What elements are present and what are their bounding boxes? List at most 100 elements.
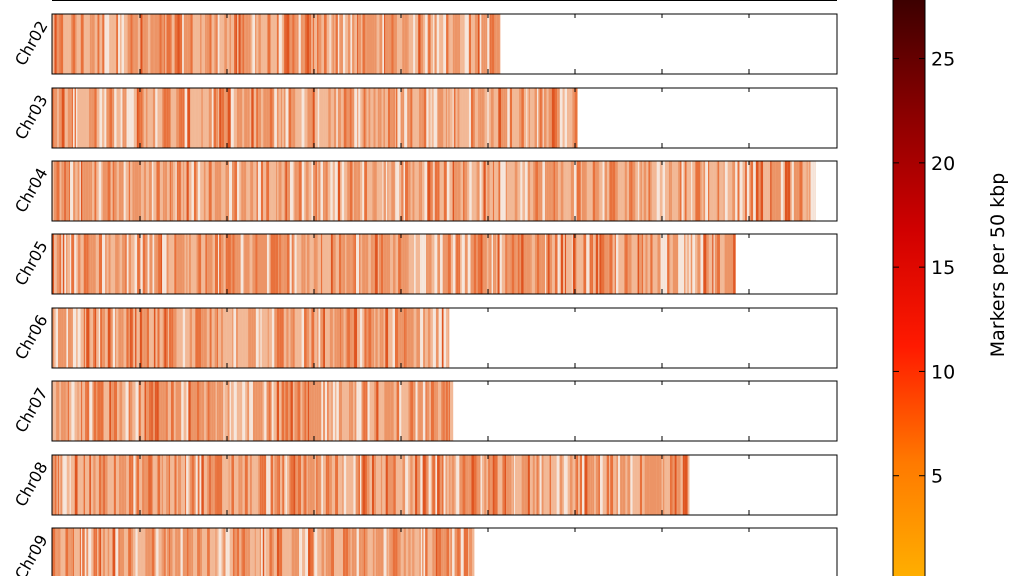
- density-stripe: [452, 161, 455, 221]
- density-stripe: [285, 381, 289, 441]
- density-stripe: [395, 234, 399, 294]
- density-stripe: [83, 14, 86, 74]
- density-stripe: [368, 88, 371, 148]
- density-stripe: [291, 88, 293, 148]
- density-stripe: [462, 455, 466, 515]
- density-stripe: [275, 234, 279, 294]
- density-stripe: [534, 88, 537, 148]
- density-stripe: [339, 455, 343, 515]
- density-stripe: [63, 381, 66, 441]
- density-stripe: [153, 14, 155, 74]
- density-stripe: [175, 161, 177, 221]
- density-stripe: [533, 161, 536, 221]
- density-stripe: [140, 14, 143, 74]
- density-stripe: [90, 455, 94, 515]
- density-stripe: [637, 234, 640, 294]
- density-stripe: [626, 161, 630, 221]
- density-stripe: [420, 161, 423, 221]
- density-stripe: [68, 161, 71, 221]
- density-stripe: [602, 161, 605, 221]
- density-stripe: [697, 234, 701, 294]
- density-stripe: [128, 161, 131, 221]
- density-stripe: [489, 161, 493, 221]
- density-stripe: [278, 161, 282, 221]
- density-stripe: [586, 161, 589, 221]
- density-stripe: [157, 88, 160, 148]
- density-stripe: [383, 528, 387, 576]
- density-stripe: [373, 161, 377, 221]
- density-stripe: [274, 455, 278, 515]
- density-stripe: [125, 14, 128, 74]
- density-stripe: [460, 528, 464, 576]
- density-stripe: [492, 161, 495, 221]
- density-stripe: [499, 14, 501, 74]
- density-stripe: [330, 161, 333, 221]
- density-stripe: [70, 88, 72, 148]
- density-stripe: [332, 234, 336, 294]
- density-stripe: [296, 161, 298, 221]
- density-stripe: [188, 234, 191, 294]
- density-stripe: [700, 161, 702, 221]
- density-stripe: [274, 308, 277, 368]
- density-stripe: [304, 455, 307, 515]
- density-stripe: [562, 455, 565, 515]
- density-stripe: [431, 88, 434, 148]
- density-stripe: [471, 14, 474, 74]
- density-stripe: [67, 88, 71, 148]
- density-stripe: [141, 308, 144, 368]
- density-stripe: [227, 88, 231, 148]
- density-stripe: [438, 308, 442, 368]
- density-stripe: [58, 88, 62, 148]
- density-stripe: [661, 455, 663, 515]
- density-stripe: [567, 161, 571, 221]
- density-stripe: [369, 161, 373, 221]
- density-stripe: [461, 14, 463, 74]
- density-stripe: [266, 161, 270, 221]
- density-stripe: [177, 234, 180, 294]
- density-stripe: [438, 88, 441, 148]
- density-stripe: [148, 455, 150, 515]
- density-stripe: [111, 381, 114, 441]
- density-stripe: [229, 308, 233, 368]
- density-stripe: [689, 234, 691, 294]
- density-stripe: [425, 308, 428, 368]
- density-stripe: [296, 234, 300, 294]
- density-stripe: [153, 161, 157, 221]
- density-stripe: [517, 234, 520, 294]
- density-stripe: [625, 234, 628, 294]
- density-stripe: [147, 528, 151, 576]
- density-stripe: [528, 234, 531, 294]
- density-stripe: [185, 308, 189, 368]
- density-stripe: [534, 455, 537, 515]
- density-stripe: [360, 308, 363, 368]
- density-stripe: [102, 14, 105, 74]
- density-stripe: [174, 234, 177, 294]
- density-stripe: [83, 528, 85, 576]
- density-stripe: [218, 308, 221, 368]
- density-stripe: [110, 528, 113, 576]
- density-stripe: [398, 455, 402, 515]
- density-stripe: [451, 381, 454, 441]
- density-stripe: [138, 381, 141, 441]
- density-stripe: [180, 88, 183, 148]
- density-stripe: [258, 14, 261, 74]
- density-stripe: [64, 308, 67, 368]
- density-stripe: [338, 455, 340, 515]
- density-stripe: [613, 455, 617, 515]
- density-stripe: [242, 88, 245, 148]
- density-stripe: [176, 455, 178, 515]
- density-stripe: [307, 455, 310, 515]
- density-stripe: [439, 161, 443, 221]
- density-stripe: [485, 14, 488, 74]
- density-stripe: [388, 14, 392, 74]
- density-stripe: [192, 308, 196, 368]
- colorbar-label: Markers per 50 kbp: [987, 173, 1009, 358]
- density-stripe: [329, 455, 332, 515]
- density-stripe: [162, 308, 165, 368]
- density-stripe: [334, 381, 337, 441]
- density-stripe: [168, 528, 171, 576]
- density-stripe: [285, 14, 287, 74]
- panel-frame: [51, 527, 838, 576]
- density-stripe: [77, 88, 80, 148]
- density-stripe: [146, 14, 148, 74]
